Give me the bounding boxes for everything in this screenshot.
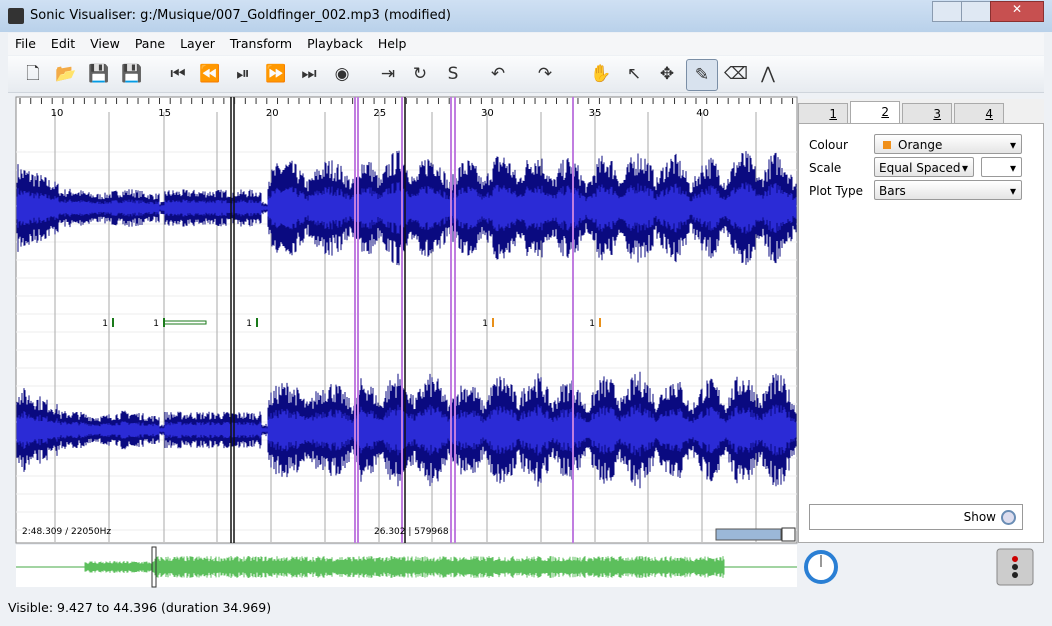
- tab-label: 1: [829, 107, 837, 121]
- status-bar: Visible: 9.427 to 44.396 (duration 34.96…: [8, 596, 1044, 620]
- status-text: Visible: 9.427 to 44.396 (duration 34.96…: [8, 600, 272, 615]
- show-indicator: [1001, 510, 1016, 525]
- toolbar-button[interactable]: ✎: [686, 59, 718, 91]
- menu-item[interactable]: Transform: [229, 36, 293, 51]
- show-label: Show: [963, 510, 996, 524]
- toolbar-button[interactable]: ↖: [626, 64, 642, 84]
- toolbar-button[interactable]: ⌫: [723, 64, 749, 84]
- plot-type-combo[interactable]: Bars ▾: [874, 180, 1022, 200]
- toolbar-button[interactable]: 📂: [55, 64, 77, 84]
- toolbar-button[interactable]: ✥: [659, 64, 675, 84]
- toolbar-button[interactable]: ⏩: [265, 64, 287, 84]
- toolbar-button[interactable]: 💾: [88, 64, 110, 84]
- tab-bar: 1 2 3 4: [798, 101, 1038, 124]
- tab-label: 4: [985, 107, 993, 121]
- toolbar-button[interactable]: ⏪: [199, 64, 221, 84]
- title-bar: Sonic Visualiser: g:/Musique/007_Goldfin…: [0, 0, 1052, 32]
- menu-item[interactable]: Edit: [50, 36, 76, 51]
- menu-item[interactable]: Help: [377, 36, 407, 51]
- menu-item[interactable]: Layer: [180, 36, 215, 51]
- toolbar-button[interactable]: 💾: [121, 64, 143, 84]
- toolbar-button[interactable]: 🗋: [26, 64, 40, 84]
- minimize-button[interactable]: [932, 1, 962, 22]
- ruler-label: 35: [589, 108, 602, 119]
- ruler-label: 25: [373, 108, 386, 119]
- show-button[interactable]: Show: [809, 504, 1023, 530]
- zoom-wheel[interactable]: [715, 528, 782, 541]
- overlay-text: 2:48.309 / 22050Hz: [22, 527, 111, 537]
- toolbar-button[interactable]: ↷: [537, 64, 553, 84]
- note-label: 1: [153, 319, 159, 329]
- tab[interactable]: 1: [798, 103, 848, 123]
- toolbar-button[interactable]: ⇥: [380, 64, 396, 84]
- main-pane: 10 15 20 25 30 35 40 1 1 1 1 1 2:48.309 / 22050Hz 26.…: [15, 96, 798, 588]
- toolbar-button[interactable]: ⋀: [761, 64, 775, 84]
- ruler-label: 10: [51, 108, 64, 119]
- toolbar-button[interactable]: ◉: [334, 64, 350, 84]
- close-button[interactable]: ✕: [990, 1, 1044, 22]
- note-label: 1: [482, 319, 488, 329]
- property-label: Colour: [809, 138, 848, 152]
- ruler-label: 30: [481, 108, 494, 119]
- tab[interactable]: 2: [850, 101, 900, 124]
- window-title: Sonic Visualiser: g:/Musique/007_Goldfin…: [30, 8, 451, 23]
- note-label: 1: [246, 319, 252, 329]
- scale-combo[interactable]: Equal Spaced ▾: [874, 157, 974, 177]
- colour-combo[interactable]: Orange ▾: [874, 134, 1022, 154]
- property-panel: 1 2 3 4 Colour Orange ▾ Scale Equal Spaced ▾ …: [798, 99, 1044, 543]
- property-label: Scale: [809, 161, 842, 175]
- toolbar-button[interactable]: ↻: [412, 64, 428, 84]
- overview-waveform: [84, 556, 725, 578]
- scale-extra-combo[interactable]: ▾: [981, 157, 1022, 177]
- note-bar: [163, 320, 207, 325]
- maximize-button[interactable]: [961, 1, 991, 22]
- overview-viewport: [151, 546, 157, 588]
- tab-page: Colour Orange ▾ Scale Equal Spaced ▾ ▾ Plo…: [798, 123, 1044, 543]
- combo-value: Equal Spaced: [879, 161, 961, 175]
- combo-value: Orange: [898, 138, 943, 152]
- combo-value: Bars: [879, 184, 906, 198]
- menu-item[interactable]: File: [15, 36, 36, 51]
- tab[interactable]: 3: [902, 103, 952, 123]
- tab[interactable]: 4: [954, 103, 1004, 123]
- toolbar-button[interactable]: ↶: [490, 64, 506, 84]
- toolbar-button[interactable]: ⏭: [301, 64, 317, 84]
- note-label: 1: [102, 319, 108, 329]
- menu-item[interactable]: View: [90, 36, 120, 51]
- toolbar-button[interactable]: S: [447, 64, 459, 84]
- menu-item[interactable]: Pane: [134, 36, 166, 51]
- toolbar-button[interactable]: ⏯: [236, 64, 250, 84]
- ruler-label: 40: [696, 108, 709, 119]
- pane-controls: [804, 548, 1034, 586]
- note-label: 1: [589, 319, 595, 329]
- toolbar-button[interactable]: ⏮: [170, 64, 186, 84]
- ruler-label: 15: [158, 108, 171, 119]
- zoom-button[interactable]: [781, 527, 796, 542]
- menu-bar: File Edit View Pane Layer Transform Playback He…: [8, 33, 1044, 55]
- app-icon: [8, 8, 24, 24]
- menu-item[interactable]: Playback: [307, 36, 363, 51]
- tab-label: 2: [881, 105, 889, 119]
- overlay-text: 26.302 | 579968: [374, 527, 449, 537]
- ruler-label: 20: [266, 108, 279, 119]
- tab-label: 3: [933, 107, 941, 121]
- property-label: Plot Type: [809, 184, 863, 198]
- toolbar: 🗋 📂 💾 💾 ⏮ ⏪ ⏯ ⏩ ⏭ ◉ ⇥ ↻ S ↶ ↷ ✋ ↖ ✥ ✎ ⌫ ⋀: [8, 56, 1044, 93]
- toolbar-button[interactable]: ✋: [590, 64, 612, 84]
